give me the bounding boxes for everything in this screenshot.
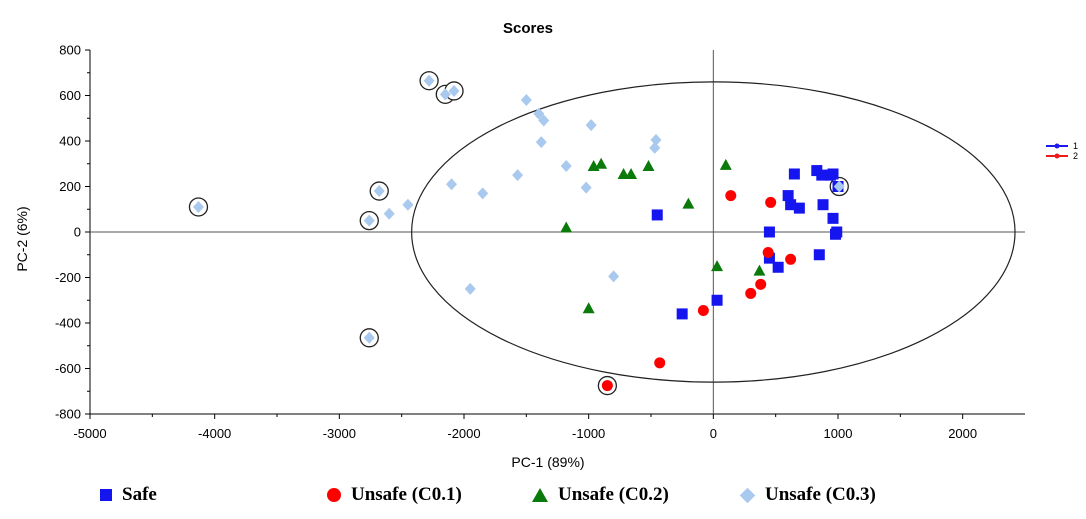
legend-item-c02: Unsafe (C0.2): [532, 484, 669, 506]
point-unsafe-c0-2: [711, 260, 724, 272]
point-unsafe-c0-1: [654, 357, 666, 369]
y-tick-label: -800: [55, 407, 81, 422]
legend-square-icon: [100, 489, 112, 501]
point-unsafe-c0-1: [762, 246, 774, 258]
scores-chart: Scores PC-2 (6%) PC-1 (89%) 800600400200…: [14, 20, 1078, 470]
x-tick-label: -3000: [323, 426, 356, 441]
y-tick-label: 800: [59, 43, 81, 58]
point-unsafe-c0-2: [642, 160, 655, 172]
point-safe: [711, 294, 723, 306]
point-unsafe-c0-3: [383, 207, 395, 220]
point-unsafe-c0-2: [595, 157, 608, 169]
x-tick-label: -5000: [73, 426, 106, 441]
point-unsafe-c0-1: [765, 196, 777, 208]
point-unsafe-c0-3: [402, 198, 414, 211]
y-tick-label: -200: [55, 270, 81, 285]
point-unsafe-c0-2: [582, 302, 595, 314]
legend-circle-icon: [327, 488, 341, 502]
legend-triangle-icon: [532, 488, 548, 502]
point-unsafe-c0-3: [608, 270, 620, 283]
point-unsafe-c0-2: [560, 221, 573, 233]
y-tick-label: 0: [74, 225, 81, 240]
legend-label-c03: Unsafe (C0.3): [765, 484, 876, 505]
x-tick-label: 2000: [948, 426, 977, 441]
x-tick-label: -1000: [572, 426, 605, 441]
chart-title: Scores: [503, 20, 553, 37]
point-safe: [676, 308, 688, 320]
point-safe: [793, 202, 805, 214]
y-tick-label: -600: [55, 361, 81, 376]
point-unsafe-c0-1: [755, 278, 767, 290]
x-tick-label: -2000: [447, 426, 480, 441]
legend-label-safe: Safe: [122, 484, 157, 505]
legend-item-safe: Safe: [100, 484, 157, 506]
bottom-legend: Safe Unsafe (C0.1) Unsafe (C0.2) Unsafe …: [100, 484, 1000, 516]
point-unsafe-c0-3: [423, 74, 435, 87]
point-safe: [831, 226, 843, 238]
point-unsafe-c0-3: [373, 185, 385, 198]
point-unsafe-c0-1: [601, 380, 613, 392]
side-legend-marker: [1054, 143, 1060, 149]
x-tick-label: 1000: [824, 426, 853, 441]
point-unsafe-c0-3: [535, 136, 547, 149]
point-unsafe-c0-3: [446, 178, 458, 191]
point-unsafe-c0-3: [585, 119, 597, 132]
point-safe: [651, 209, 663, 221]
point-safe: [788, 168, 800, 180]
y-tick-label: 600: [59, 88, 81, 103]
x-tick-label: -4000: [198, 426, 231, 441]
point-unsafe-c0-3: [363, 331, 375, 344]
confidence-ellipse: [411, 81, 1016, 383]
point-safe: [827, 212, 839, 224]
y-tick-label: 400: [59, 134, 81, 149]
legend-item-c03: Unsafe (C0.3): [739, 484, 876, 506]
point-unsafe-c0-3: [533, 107, 545, 120]
point-unsafe-c0-1: [745, 287, 757, 299]
point-unsafe-c0-3: [560, 160, 572, 173]
point-unsafe-c0-3: [520, 94, 532, 107]
side-legend-label: 2: [1073, 151, 1078, 161]
point-unsafe-c0-3: [192, 200, 204, 213]
y-tick-label: 200: [59, 179, 81, 194]
legend-item-c01: Unsafe (C0.1): [327, 484, 462, 506]
legend-label-c01: Unsafe (C0.1): [351, 484, 462, 505]
point-unsafe-c0-1: [785, 253, 797, 265]
point-unsafe-c0-2: [753, 264, 766, 276]
point-unsafe-c0-2: [682, 197, 695, 209]
point-unsafe-c0-3: [477, 187, 489, 200]
point-safe: [813, 249, 825, 261]
point-safe: [785, 199, 797, 211]
x-axis-label: PC-1 (89%): [511, 454, 584, 470]
point-unsafe-c0-3: [512, 169, 524, 182]
point-unsafe-c0-2: [719, 158, 732, 170]
x-tick-label: 0: [710, 426, 717, 441]
legend-label-c02: Unsafe (C0.2): [558, 484, 669, 505]
point-safe: [817, 199, 829, 211]
point-unsafe-c0-3: [650, 133, 662, 146]
side-legend-label: 1: [1073, 141, 1078, 151]
side-legend-marker: [1054, 153, 1060, 159]
point-unsafe-c0-1: [697, 304, 709, 316]
point-safe: [763, 226, 775, 238]
point-unsafe-c0-3: [580, 181, 592, 194]
point-safe: [782, 190, 794, 202]
point-safe: [772, 261, 784, 273]
point-unsafe-c0-3: [649, 141, 661, 154]
point-unsafe-c0-3: [448, 84, 460, 97]
legend-diamond-icon: [739, 487, 756, 503]
point-unsafe-c0-2: [587, 160, 600, 172]
point-safe: [827, 168, 839, 180]
y-tick-label: -400: [55, 316, 81, 331]
point-unsafe-c0-3: [439, 88, 451, 101]
point-safe: [763, 252, 775, 264]
point-unsafe-c0-1: [725, 190, 737, 202]
point-safe: [816, 169, 828, 181]
y-axis-label: PC-2 (6%): [14, 206, 30, 271]
point-unsafe-c0-2: [625, 167, 638, 179]
point-unsafe-c0-3: [363, 214, 375, 227]
point-unsafe-c0-3: [464, 282, 476, 295]
point-unsafe-c0-3: [538, 114, 550, 127]
point-unsafe-c0-3: [833, 180, 845, 193]
